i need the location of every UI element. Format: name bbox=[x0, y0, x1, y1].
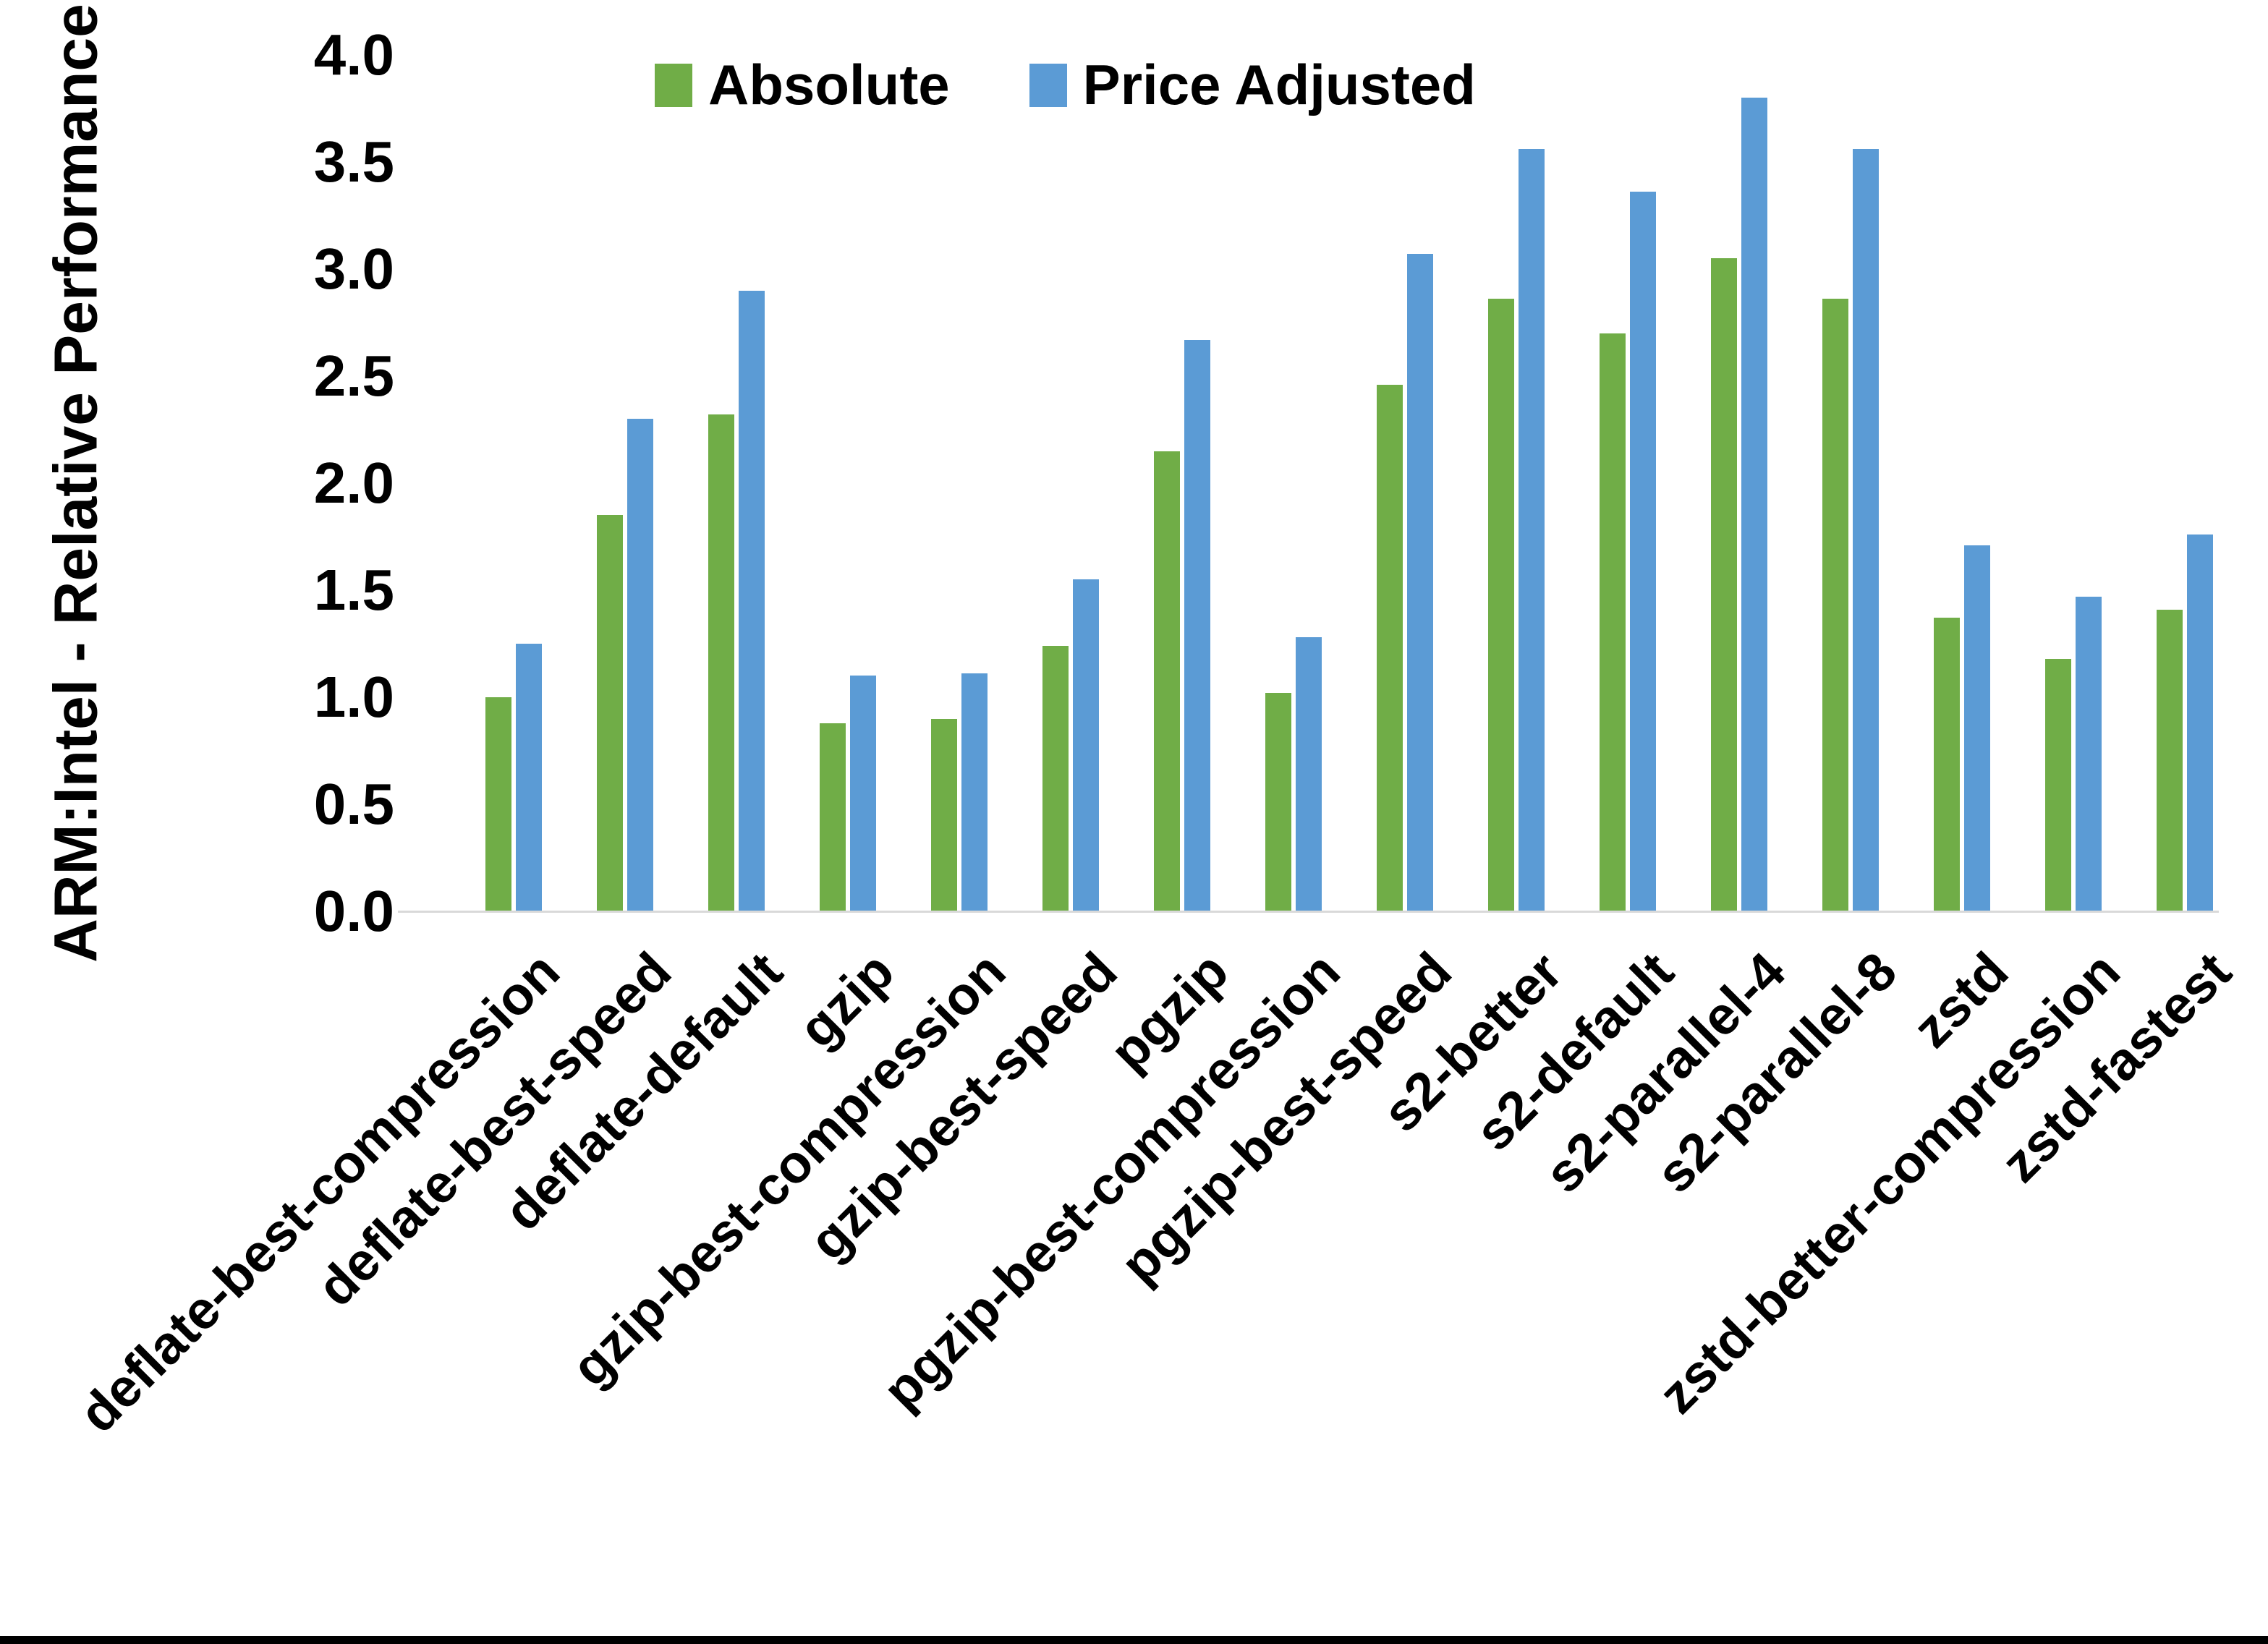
bar-pgzip-best-compression-absolute bbox=[1265, 693, 1291, 911]
bar-deflate-best-speed-absolute bbox=[597, 515, 623, 911]
bar-gzip-absolute bbox=[820, 723, 846, 911]
bar-pgzip-best-speed-absolute bbox=[1377, 385, 1403, 911]
bar-s2-default-price-adjusted bbox=[1630, 192, 1656, 911]
bar-zstd-fastest-absolute bbox=[2157, 610, 2183, 911]
bar-s2-parallel-4-absolute bbox=[1711, 258, 1737, 911]
legend-swatch-absolute bbox=[655, 63, 692, 107]
bar-zstd-better-compression-price-adjusted bbox=[2076, 597, 2102, 911]
y-tick-label-1.0: 1.0 bbox=[313, 665, 394, 729]
x-axis-line bbox=[398, 911, 2219, 913]
legend: Absolute Price Adjusted bbox=[655, 52, 1476, 118]
bar-s2-default-absolute bbox=[1600, 333, 1626, 911]
bar-zstd-fastest-price-adjusted bbox=[2187, 534, 2213, 911]
bar-pgzip-absolute bbox=[1154, 451, 1180, 911]
bar-s2-parallel-4-price-adjusted bbox=[1741, 98, 1767, 911]
legend-item-absolute: Absolute bbox=[655, 52, 950, 118]
legend-label-absolute: Absolute bbox=[708, 53, 950, 116]
bar-gzip-best-compression-absolute bbox=[931, 719, 957, 911]
y-tick-label-1.5: 1.5 bbox=[313, 558, 394, 622]
bottom-edge-bar bbox=[0, 1636, 2268, 1644]
y-tick-label-2.0: 2.0 bbox=[313, 451, 394, 515]
y-tick-label-0.5: 0.5 bbox=[313, 772, 394, 836]
bar-zstd-absolute bbox=[1934, 618, 1960, 911]
bar-s2-parallel-8-absolute bbox=[1822, 299, 1848, 911]
bar-zstd-better-compression-absolute bbox=[2045, 659, 2071, 911]
bar-deflate-best-compression-absolute bbox=[485, 697, 511, 911]
bar-s2-parallel-8-price-adjusted bbox=[1853, 149, 1879, 911]
y-axis-title: ARM:Intel - Relative Performance bbox=[41, 4, 110, 963]
y-tick-label-3.5: 3.5 bbox=[313, 129, 394, 194]
legend-item-price-adjusted: Price Adjusted bbox=[1029, 52, 1476, 118]
legend-label-price-adjusted: Price Adjusted bbox=[1082, 53, 1476, 116]
bar-s2-better-price-adjusted bbox=[1519, 149, 1545, 911]
legend-swatch-price-adjusted bbox=[1029, 63, 1067, 107]
bar-pgzip-best-speed-price-adjusted bbox=[1407, 254, 1433, 911]
bar-gzip-price-adjusted bbox=[850, 676, 876, 911]
bar-deflate-default-price-adjusted bbox=[739, 291, 765, 911]
bar-deflate-best-compression-price-adjusted bbox=[516, 644, 542, 911]
bar-deflate-best-speed-price-adjusted bbox=[627, 419, 653, 911]
y-tick-label-0.0: 0.0 bbox=[313, 879, 394, 943]
y-tick-label-2.5: 2.5 bbox=[313, 344, 394, 408]
bar-pgzip-price-adjusted bbox=[1184, 340, 1210, 911]
bar-zstd-price-adjusted bbox=[1964, 545, 1990, 911]
bar-gzip-best-compression-price-adjusted bbox=[961, 673, 988, 911]
bar-gzip-best-speed-price-adjusted bbox=[1073, 579, 1099, 911]
bar-pgzip-best-compression-price-adjusted bbox=[1296, 637, 1322, 911]
category-label-deflate-best-compression: deflate-best-compression bbox=[67, 940, 572, 1444]
y-tick-label-3.0: 3.0 bbox=[313, 237, 394, 301]
bar-deflate-default-absolute bbox=[708, 414, 734, 911]
bar-gzip-best-speed-absolute bbox=[1042, 646, 1069, 911]
bar-s2-better-absolute bbox=[1488, 299, 1514, 911]
y-tick-label-4.0: 4.0 bbox=[313, 22, 394, 87]
